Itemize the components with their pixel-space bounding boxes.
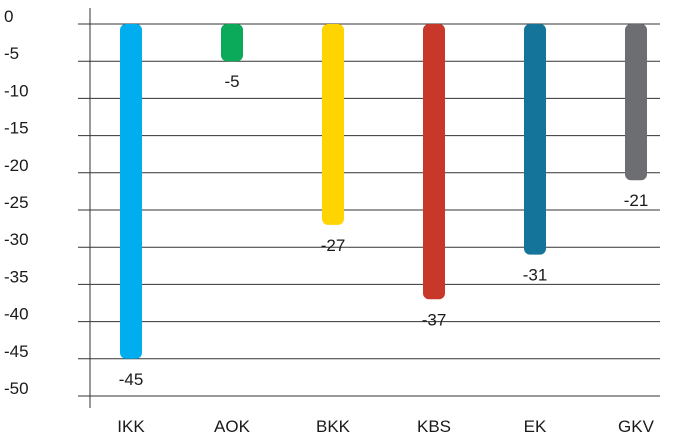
data-label-ikk: -45 [119,370,144,389]
category-label-gkv: GKV [618,417,655,436]
bar-ek [524,24,546,255]
bar-ikk [120,24,142,359]
data-labels: -45 -5 -27 -37 -31 -21 [119,72,649,389]
data-label-gkv: -21 [624,191,649,210]
bar-aok [221,24,243,62]
gridlines [78,23,660,397]
bar-gkv [625,24,647,181]
bar-bkk [322,24,344,225]
category-label-kbs: KBS [417,417,451,436]
data-label-ek: -31 [523,266,548,285]
y-tick-label: -40 [4,305,29,324]
y-tick-label: -45 [4,342,29,361]
y-tick-label: 0 [4,7,13,26]
y-tick-label: -5 [4,44,19,63]
data-label-bkk: -27 [321,236,346,255]
data-label-aok: -5 [224,72,239,91]
category-labels: IKK AOK BKK KBS EK GKV [117,417,654,436]
category-label-bkk: BKK [316,417,351,436]
y-tick-label: -25 [4,193,29,212]
category-label-aok: AOK [214,417,251,436]
y-tick-label: -15 [4,119,29,138]
y-tick-label: -50 [4,379,29,398]
y-tick-label: -20 [4,156,29,175]
y-tick-labels: 0 -5 -10 -15 -20 -25 -30 -35 -40 -45 -50 [4,7,29,398]
bar-kbs [423,24,445,300]
category-label-ek: EK [524,417,547,436]
y-tick-label: -30 [4,230,29,249]
bars [120,24,647,359]
y-tick-label: -35 [4,267,29,286]
y-tick-label: -10 [4,81,29,100]
category-label-ikk: IKK [117,417,145,436]
data-label-kbs: -37 [422,310,447,329]
